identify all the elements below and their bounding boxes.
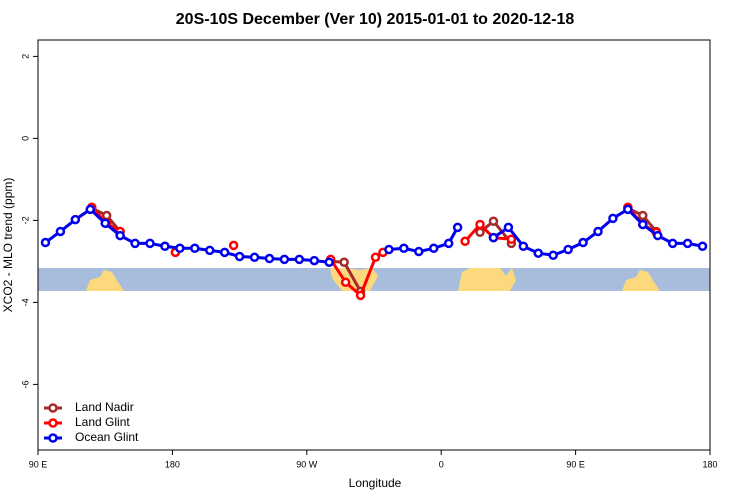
x-tick-label: 90 E	[29, 459, 48, 469]
data-point	[460, 236, 470, 247]
data-point	[414, 246, 424, 257]
data-point	[160, 241, 170, 251]
x-axis-label: Longitude	[349, 476, 402, 490]
data-point	[175, 243, 185, 254]
data-point	[399, 243, 409, 254]
chart-title: 20S-10S December (Ver 10) 2015-01-01 to …	[176, 11, 575, 28]
data-point	[608, 213, 618, 224]
data-point	[294, 254, 305, 265]
data-point	[190, 243, 200, 254]
data-point	[40, 237, 51, 248]
data-point	[85, 204, 96, 215]
x-tick-label: 90 E	[566, 459, 585, 469]
legend-label: Ocean Glint	[75, 430, 139, 444]
data-point	[309, 255, 320, 266]
data-point	[279, 254, 290, 265]
data-point	[234, 251, 245, 262]
x-tick-label: 90 W	[296, 459, 318, 469]
data-point	[682, 238, 693, 249]
y-tick-label: 0	[20, 136, 30, 141]
data-point	[667, 238, 678, 249]
data-point	[101, 210, 112, 221]
data-point	[563, 244, 573, 255]
data-point	[578, 237, 588, 248]
data-point	[340, 277, 351, 288]
data-point	[623, 204, 633, 215]
x-tick-label: 180	[702, 459, 717, 469]
data-point	[339, 257, 349, 267]
data-point	[370, 252, 381, 263]
data-point	[548, 250, 558, 260]
data-point	[355, 290, 366, 301]
data-point	[652, 230, 663, 241]
y-tick-label: -6	[20, 380, 30, 388]
data-point	[70, 214, 81, 225]
data-point	[475, 219, 485, 230]
data-point	[115, 230, 125, 241]
data-point	[100, 218, 110, 229]
data-point	[55, 226, 66, 237]
data-point	[533, 248, 544, 258]
land-patch	[458, 268, 516, 291]
legend-marker	[48, 403, 58, 413]
plot-area	[40, 202, 708, 301]
y-axis-label: XCO2 - MLO trend (ppm)	[1, 178, 15, 313]
legend-marker	[48, 418, 58, 428]
data-point	[428, 243, 439, 254]
data-point	[506, 234, 517, 245]
y-tick-label: -2	[20, 216, 30, 224]
data-point	[638, 210, 648, 221]
data-point	[638, 219, 648, 230]
data-point	[697, 241, 708, 251]
data-point	[518, 241, 529, 251]
x-tick-label: 0	[439, 459, 444, 469]
data-point	[264, 253, 275, 264]
x-tick-label: 180	[165, 459, 180, 469]
legend-marker	[48, 433, 58, 443]
legend-label: Land Nadir	[75, 400, 134, 414]
data-point	[488, 232, 499, 243]
land-mask-strip	[38, 268, 710, 291]
plot-frame	[37, 39, 711, 451]
land-patch	[622, 270, 660, 291]
y-tick-label: -4	[20, 298, 30, 306]
legend-label: Land Glint	[75, 415, 130, 429]
y-tick-label: 2	[20, 54, 30, 59]
data-point	[228, 240, 239, 251]
data-point	[503, 222, 514, 233]
data-point	[249, 252, 260, 263]
data-point	[593, 226, 603, 237]
data-point	[219, 247, 230, 258]
data-point	[204, 245, 215, 256]
land-patch	[86, 270, 124, 291]
data-point	[130, 238, 140, 249]
data-point	[443, 238, 454, 249]
data-point	[488, 216, 499, 226]
data-point	[452, 222, 463, 233]
data-point	[145, 238, 155, 249]
data-point	[324, 257, 334, 267]
data-point	[384, 244, 394, 255]
data-point	[475, 227, 485, 238]
